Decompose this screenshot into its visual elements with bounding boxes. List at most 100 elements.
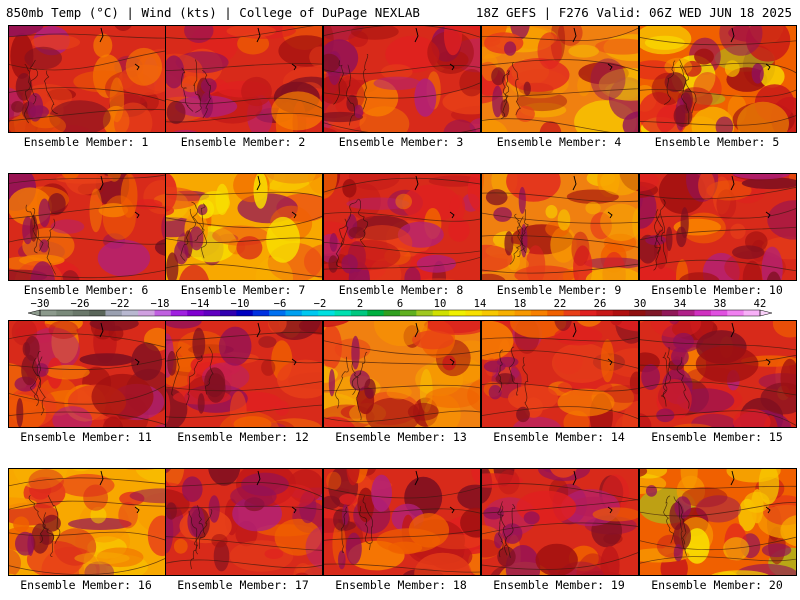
height-contour	[9, 358, 165, 370]
colorbar-swatch	[580, 310, 597, 316]
temperature-field-patch	[772, 321, 796, 338]
terrain-heat-patch	[328, 369, 335, 397]
colorbar-swatch	[710, 310, 728, 316]
terrain-heat-patch	[197, 204, 208, 216]
ensemble-member-label: Ensemble Member: 18	[335, 578, 467, 592]
colorbar-tick-label: 34	[674, 298, 687, 310]
ensemble-panel	[323, 173, 481, 281]
temperature-field-patch	[482, 174, 484, 192]
colorbar-swatch	[563, 310, 581, 316]
terrain-heat-patch	[488, 385, 502, 400]
temperature-field-patch	[566, 189, 619, 204]
height-contour	[9, 174, 165, 184]
temperature-field-patch	[9, 112, 66, 132]
temperature-field-patch	[482, 273, 506, 280]
ensemble-panel	[165, 320, 323, 428]
terrain-heat-patch	[47, 193, 66, 215]
terrain-outline	[46, 218, 56, 275]
temperature-field-patch	[278, 35, 322, 67]
temperature-field-patch	[550, 469, 577, 478]
temperature-field-patch	[640, 321, 645, 323]
colorbar-swatch	[514, 310, 532, 316]
temperature-map	[640, 469, 796, 575]
temperature-field-patch	[102, 416, 124, 427]
ensemble-panel	[165, 25, 323, 133]
temperature-field-patch	[691, 413, 737, 427]
temperature-field-patch	[324, 324, 342, 370]
temperature-field-patch	[179, 264, 209, 280]
temperature-field-patch	[724, 60, 740, 77]
ensemble-panel	[639, 173, 797, 281]
temperature-field-patch	[600, 174, 638, 196]
temperature-field-patch	[271, 91, 322, 131]
temperature-field-patch	[125, 469, 155, 470]
temperature-field-patch	[408, 513, 450, 548]
temperature-field-patch	[442, 355, 456, 371]
temperature-field-patch	[78, 561, 97, 575]
temperature-field-patch	[326, 471, 342, 491]
height-contour	[166, 97, 322, 110]
coastline	[99, 322, 140, 366]
terrain-heat-patch	[15, 73, 33, 101]
temperature-field-patch	[741, 177, 796, 190]
height-contour	[482, 118, 611, 132]
temperature-field-patch	[766, 271, 781, 280]
temperature-field-patch	[91, 373, 154, 420]
colorbar-swatch	[236, 310, 254, 316]
height-contour	[166, 536, 322, 551]
temperature-field-patch	[350, 26, 399, 40]
terrain-heat-patch	[31, 523, 50, 554]
height-contour	[166, 191, 322, 198]
terrain-outline	[351, 361, 362, 421]
terrain-heat-patch	[166, 502, 177, 520]
terrain-outline	[335, 356, 349, 409]
ensemble-panel	[165, 173, 323, 281]
ensemble-member-label: Ensemble Member: 6	[23, 283, 149, 297]
temperature-field-patch	[716, 189, 737, 220]
terrain-heat-patch	[200, 78, 217, 93]
ensemble-member-label: Ensemble Member: 19	[493, 578, 625, 592]
terrain-outline	[498, 505, 504, 558]
colorbar-swatch	[596, 310, 614, 316]
height-contour	[324, 212, 480, 222]
terrain-outline	[43, 70, 58, 115]
coastline	[730, 322, 771, 366]
height-contour	[482, 192, 638, 203]
terrain-heat-patch	[673, 544, 683, 562]
ensemble-member-label: Ensemble Member: 12	[177, 430, 309, 444]
temperature-field-patch	[365, 397, 421, 427]
temperature-map	[640, 321, 796, 427]
temperature-field-patch	[166, 187, 200, 210]
terrain-heat-patch	[671, 347, 689, 367]
colorbar-tick-label: 18	[514, 298, 527, 310]
terrain-heat-patch	[192, 327, 206, 361]
height-contour	[9, 477, 165, 487]
colorbar-swatch	[449, 310, 466, 316]
ensemble-member-label: Ensemble Member: 3	[338, 135, 464, 149]
temperature-field-patch	[359, 106, 410, 132]
terrain-heat-patch	[500, 99, 510, 118]
colorbar-tick-label: 2	[357, 298, 363, 310]
temperature-field-patch	[780, 358, 796, 398]
colorbar-swatch	[187, 310, 205, 316]
temperature-field-patch	[719, 26, 763, 56]
temperature-field-patch	[767, 200, 796, 240]
height-contour	[324, 65, 480, 75]
terrain-heat-patch	[674, 496, 692, 519]
colorbar-tick-label: −22	[111, 298, 130, 310]
temperature-field-patch	[324, 111, 364, 123]
temperature-field-patch	[610, 321, 623, 326]
colorbar-swatch	[285, 310, 303, 316]
temperature-field-patch	[50, 219, 85, 234]
terrain-heat-patch	[187, 505, 205, 538]
temperature-field-patch	[600, 546, 620, 575]
temperature-field-patch	[694, 48, 714, 65]
temperature-field-patch	[622, 400, 638, 427]
ensemble-panel	[639, 468, 797, 576]
temperature-field-patch	[510, 321, 567, 339]
terrain-outline	[194, 509, 213, 555]
temperature-field-patch	[416, 254, 457, 273]
temperature-field-patch	[419, 278, 457, 280]
height-contour	[166, 263, 322, 278]
terrain-heat-patch	[24, 335, 40, 361]
